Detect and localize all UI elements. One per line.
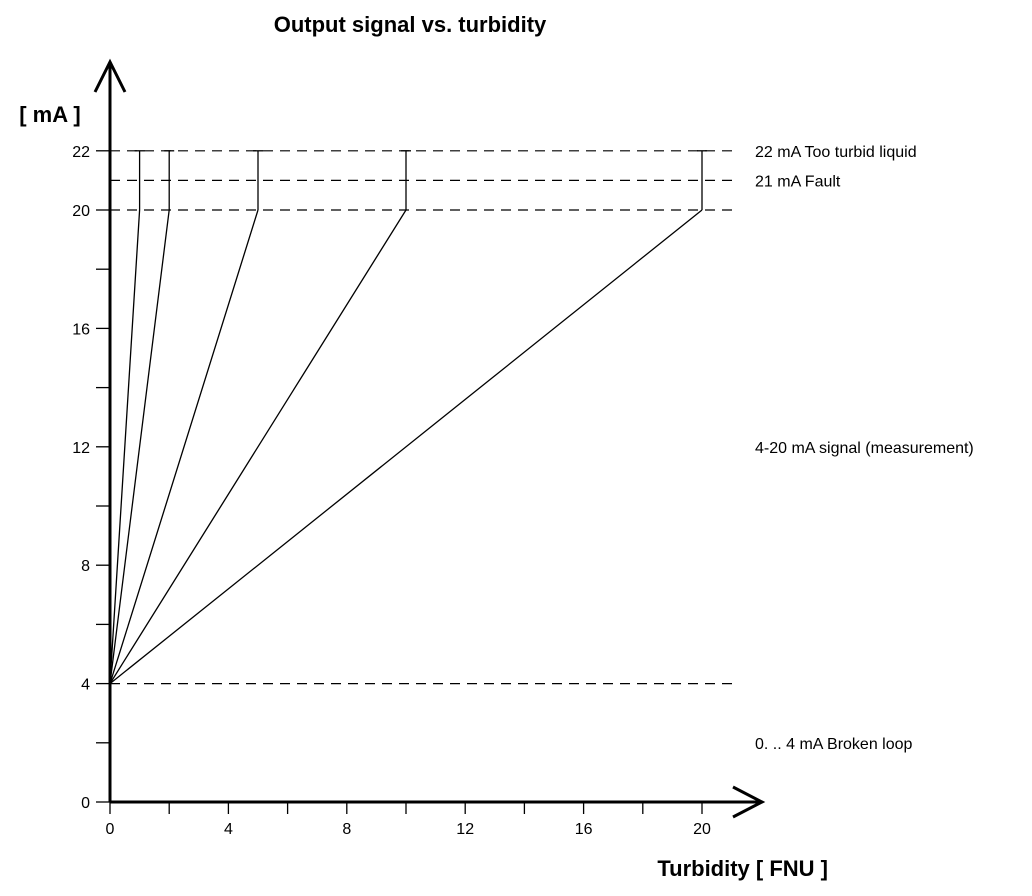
chart-title: Output signal vs. turbidity [274, 12, 547, 37]
annotation-2: 4-20 mA signal (measurement) [755, 440, 974, 457]
series-line-1-fnu [109, 209, 141, 684]
annotation-0: 22 mA Too turbid liquid [755, 144, 917, 161]
y-tick-label-8: 8 [81, 558, 90, 575]
reference-lines [110, 150, 734, 685]
x-tick-label-0: 0 [106, 821, 115, 838]
y-axis-arrow [93, 58, 127, 93]
axes [93, 58, 766, 819]
series-group [109, 150, 707, 685]
y-axis-label: [ mA ] [19, 102, 81, 127]
series-line-10-fnu [109, 209, 407, 684]
x-tick-label-20: 20 [693, 821, 711, 838]
annotation-1: 21 mA Fault [755, 173, 841, 190]
series-line-20-fnu [109, 209, 703, 685]
series-line-5-fnu [109, 209, 259, 684]
x-tick-label-12: 12 [456, 821, 474, 838]
series-line-2-fnu [109, 209, 170, 684]
y-tick-label-0: 0 [81, 795, 90, 812]
x-tick-label-8: 8 [342, 821, 351, 838]
ticks: 0 4 8 12 16 20 22 0 4 8 12 16 20 [72, 144, 711, 838]
x-axis-arrow [732, 785, 766, 819]
x-axis-label: Turbidity [ FNU ] [657, 856, 828, 881]
y-tick-label-4: 4 [81, 677, 90, 694]
annotation-3: 0. .. 4 mA Broken loop [755, 736, 913, 753]
y-tick-label-16: 16 [72, 321, 90, 338]
y-tick-label-20: 20 [72, 203, 90, 220]
annotations: 22 mA Too turbid liquid 21 mA Fault 4-20 m… [755, 144, 974, 753]
y-tick-label-12: 12 [72, 440, 90, 457]
x-tick-label-16: 16 [575, 821, 593, 838]
x-tick-label-4: 4 [224, 821, 233, 838]
y-tick-label-22: 22 [72, 144, 90, 161]
